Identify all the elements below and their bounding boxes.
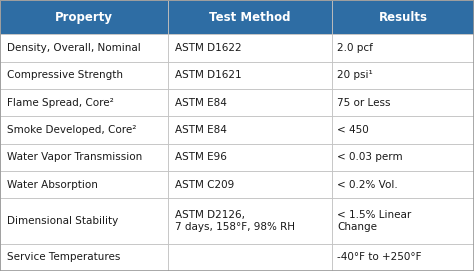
Bar (168, 0, 332, 34)
Text: 2.0 pcf: 2.0 pcf (337, 43, 374, 53)
Text: ASTM E84: ASTM E84 (175, 98, 227, 108)
Text: ASTM C209: ASTM C209 (175, 180, 234, 190)
Bar (332, 144, 474, 171)
Text: 20 psi¹: 20 psi¹ (337, 70, 373, 80)
Text: -40°F to +250°F: -40°F to +250°F (337, 252, 422, 262)
Text: ASTM E96: ASTM E96 (175, 152, 227, 162)
Text: Results: Results (378, 11, 428, 24)
Bar (0, 144, 168, 171)
Bar (332, 244, 474, 271)
Bar (168, 89, 332, 116)
Text: Water Absorption: Water Absorption (7, 180, 98, 190)
Bar (332, 0, 474, 34)
Text: < 0.03 perm: < 0.03 perm (337, 152, 403, 162)
Text: < 0.2% Vol.: < 0.2% Vol. (337, 180, 398, 190)
Bar (332, 89, 474, 116)
Bar (0, 89, 168, 116)
Text: Test Method: Test Method (210, 11, 291, 24)
Text: < 1.5% Linear
Change: < 1.5% Linear Change (337, 209, 412, 233)
Text: Smoke Developed, Core²: Smoke Developed, Core² (7, 125, 136, 135)
Bar (168, 144, 332, 171)
Text: Dimensional Stability: Dimensional Stability (7, 216, 118, 226)
Bar (168, 62, 332, 89)
Text: Compressive Strength: Compressive Strength (7, 70, 123, 80)
Text: Flame Spread, Core²: Flame Spread, Core² (7, 98, 113, 108)
Bar (332, 34, 474, 62)
Text: Property: Property (55, 11, 113, 24)
Bar (0, 171, 168, 198)
Text: Density, Overall, Nominal: Density, Overall, Nominal (7, 43, 140, 53)
Bar (0, 116, 168, 144)
Bar (0, 198, 168, 244)
Bar (332, 116, 474, 144)
Bar (332, 62, 474, 89)
Text: < 450: < 450 (337, 125, 369, 135)
Text: ASTM D1622: ASTM D1622 (175, 43, 241, 53)
Bar (0, 34, 168, 62)
Bar (168, 116, 332, 144)
Bar (332, 198, 474, 244)
Bar (168, 171, 332, 198)
Bar (168, 244, 332, 271)
Text: ASTM D2126,
7 days, 158°F, 98% RH: ASTM D2126, 7 days, 158°F, 98% RH (175, 209, 295, 233)
Text: ASTM E84: ASTM E84 (175, 125, 227, 135)
Bar (0, 0, 168, 34)
Bar (168, 198, 332, 244)
Text: 75 or Less: 75 or Less (337, 98, 391, 108)
Text: Service Temperatures: Service Temperatures (7, 252, 120, 262)
Bar (0, 62, 168, 89)
Bar (168, 34, 332, 62)
Bar (332, 171, 474, 198)
Bar (0, 244, 168, 271)
Text: Water Vapor Transmission: Water Vapor Transmission (7, 152, 142, 162)
Text: ASTM D1621: ASTM D1621 (175, 70, 241, 80)
